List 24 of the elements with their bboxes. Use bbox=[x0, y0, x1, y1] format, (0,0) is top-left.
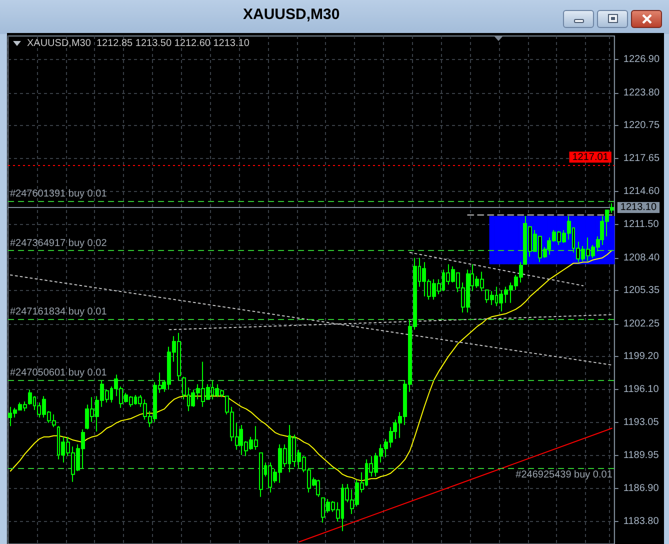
y-tick-label: 1217.65 bbox=[623, 153, 660, 164]
chart-title: XAUUSD,M30 bbox=[243, 6, 340, 25]
y-tick-label: 1183.80 bbox=[623, 516, 660, 527]
y-tick-label: 1186.90 bbox=[623, 482, 660, 494]
y-tick-label: 1196.10 bbox=[623, 384, 660, 396]
y-tick-label: 1223.80 bbox=[623, 87, 660, 98]
y-tick-label: 1226.90 bbox=[623, 54, 660, 66]
ref-line-label: 1217.01 bbox=[572, 152, 609, 164]
y-tick-label: 1214.60 bbox=[623, 186, 660, 197]
y-tick-label: 1199.20 bbox=[623, 350, 660, 362]
ref-line-label: #247161834 buy 0.01 bbox=[10, 306, 108, 318]
y-tick-label: 1205.35 bbox=[623, 285, 660, 296]
y-tick-label: 1202.25 bbox=[623, 318, 660, 330]
ref-line-label: #247601391 buy 0.01 bbox=[10, 188, 108, 200]
y-tick-label: 1220.75 bbox=[623, 120, 660, 131]
y-tick-label: 1193.05 bbox=[623, 416, 660, 428]
ref-line-label: #247364917 buy 0.02 bbox=[10, 238, 108, 249]
ref-line-label: #247050601 buy 0.01 bbox=[10, 368, 108, 379]
y-tick-label: 1189.95 bbox=[623, 450, 660, 462]
chart-subtitle: XAUUSD,M30 1212.85 1213.50 1212.60 1213.10 bbox=[27, 37, 250, 50]
y-tick-label: 1208.40 bbox=[623, 252, 660, 264]
y-tick-label: 1211.50 bbox=[623, 219, 660, 230]
ref-line-label: #246925439 buy 0.01 bbox=[516, 469, 613, 480]
ref-line-label: 1213.10 bbox=[620, 202, 657, 213]
